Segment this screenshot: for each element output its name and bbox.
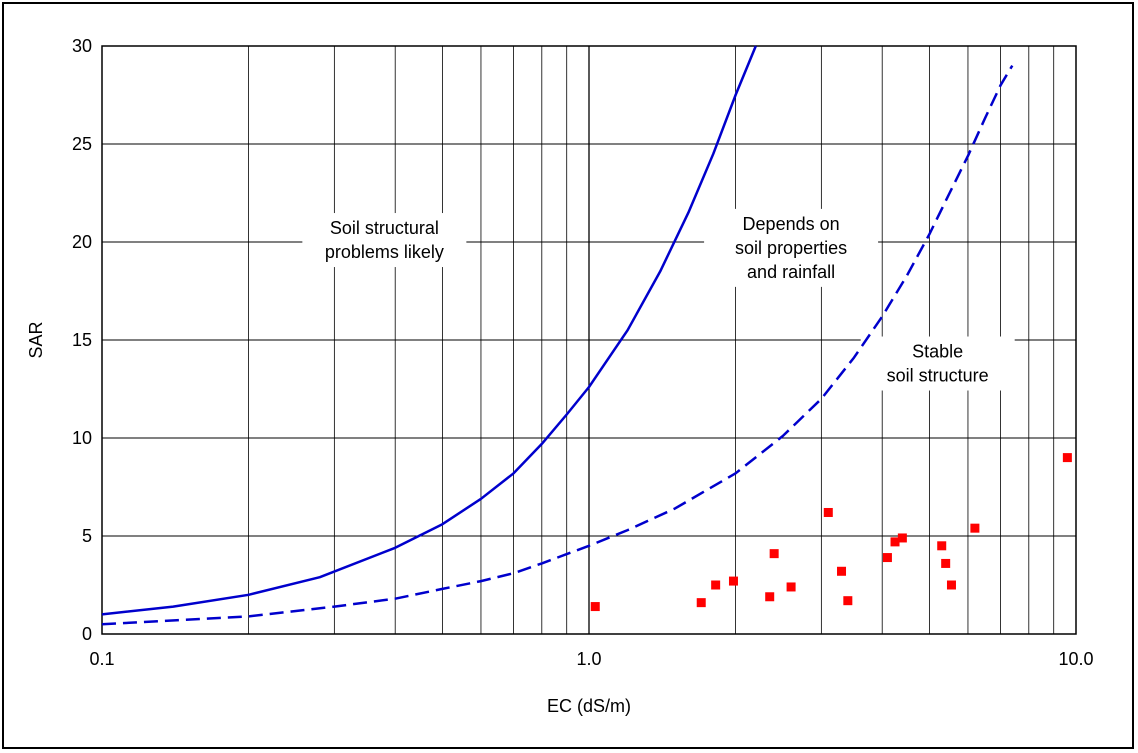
annotation: Soil structural problems likely xyxy=(302,213,467,268)
y-tick-label: 5 xyxy=(82,526,92,546)
y-tick-label: 15 xyxy=(72,330,92,350)
x-tick-label: 1.0 xyxy=(576,649,601,669)
annotation: Depends on soil properties and rainfall xyxy=(704,208,879,287)
data-point xyxy=(937,541,947,551)
data-point xyxy=(843,596,853,606)
plot-area-border xyxy=(101,45,1077,635)
data-point xyxy=(890,537,900,547)
annotation-background xyxy=(860,336,1015,391)
annotation-text: Stable xyxy=(912,342,963,362)
annotation: Stable soil structure xyxy=(860,336,1015,391)
data-point xyxy=(728,576,738,586)
tick-labels: 0.1 1.0 10.0 0 5 10 15 20 25 30 xyxy=(72,36,1094,669)
annotations: Soil structural problems likely Depends on… xyxy=(302,208,1015,391)
solid-threshold-line xyxy=(101,45,757,616)
dashed-threshold-line xyxy=(101,64,1014,626)
annotation-text: soil structure xyxy=(887,366,989,386)
annotation-background xyxy=(302,213,467,268)
data-point xyxy=(823,507,833,517)
y-tick-label: 30 xyxy=(72,36,92,56)
y-tick-label: 25 xyxy=(72,134,92,154)
data-point xyxy=(941,558,951,568)
y-tick-label: 20 xyxy=(72,232,92,252)
data-point xyxy=(590,602,600,612)
data-point xyxy=(1062,453,1072,463)
annotation-text: problems likely xyxy=(325,242,444,262)
y-axis-label: SAR xyxy=(26,321,46,358)
data-point xyxy=(786,582,796,592)
data-point xyxy=(837,566,847,576)
y-tick-label: 10 xyxy=(72,428,92,448)
annotation-text: Soil structural xyxy=(330,218,439,238)
data-point xyxy=(882,553,892,563)
x-axis-label: EC (dS/m) xyxy=(547,696,631,716)
y-tick-label: 0 xyxy=(82,624,92,644)
data-point xyxy=(946,580,956,590)
data-point xyxy=(769,549,779,559)
x-tick-label: 0.1 xyxy=(89,649,114,669)
x-tick-label: 10.0 xyxy=(1058,649,1093,669)
data-point xyxy=(970,523,980,533)
data-series xyxy=(101,45,1072,626)
annotation-text: soil properties xyxy=(735,238,847,258)
annotation-text: and rainfall xyxy=(747,262,835,282)
annotation-text: Depends on xyxy=(743,214,840,234)
data-point xyxy=(696,598,706,608)
data-point xyxy=(765,592,775,602)
data-point xyxy=(711,580,721,590)
data-point xyxy=(897,533,907,543)
annotation-background xyxy=(704,208,879,287)
